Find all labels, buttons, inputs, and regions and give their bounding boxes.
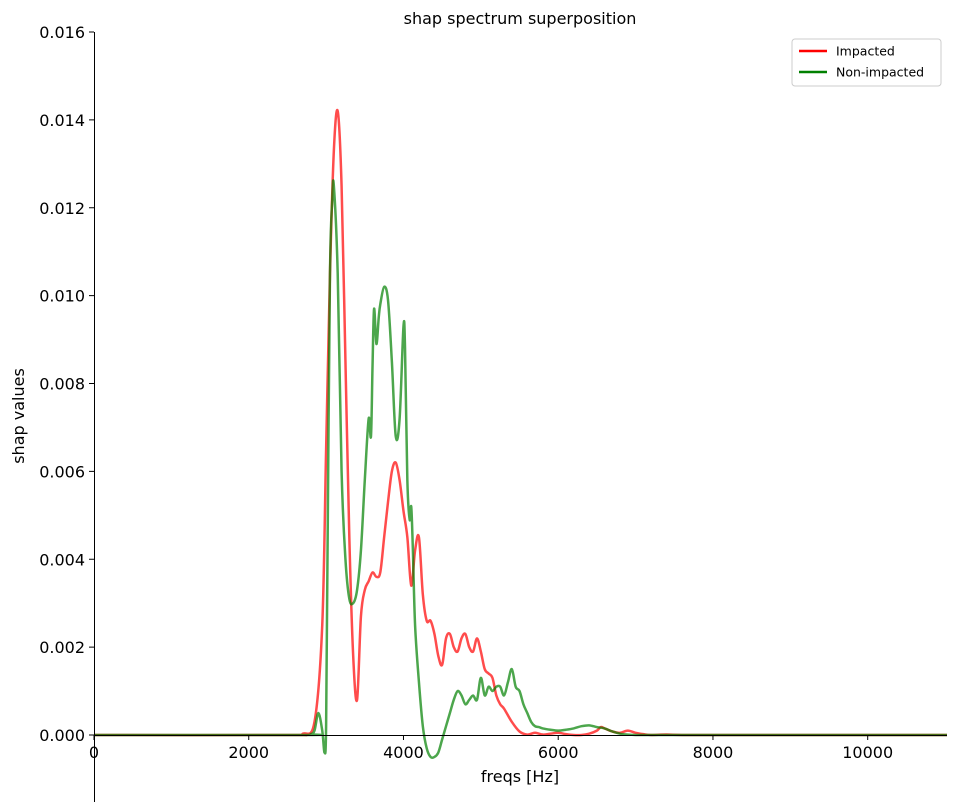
y-tick-label: 0.002: [39, 638, 85, 657]
y-tick-label: 0.006: [39, 462, 85, 481]
y-tick-label: 0.012: [39, 199, 85, 218]
series-layer: [94, 108, 947, 760]
x-tick-label: 10000: [842, 743, 893, 762]
legend-frame: [791, 38, 942, 87]
legend: Impacted Non-impacted: [791, 38, 942, 87]
legend-label: Impacted: [836, 44, 895, 59]
y-tick-label: 0.004: [39, 550, 85, 569]
y-tick-label: 0.008: [39, 375, 85, 394]
y-tick-label: 0.000: [39, 726, 85, 745]
y-tick-label: 0.010: [39, 287, 85, 306]
chart-title: shap spectrum superposition: [404, 9, 637, 28]
x-tick-label: 4000: [383, 743, 424, 762]
y-axis-ticks: 0.000 0.002 0.004 0.006 0.008 0.010 0.012 0.014…: [39, 23, 94, 745]
x-tick-label: 8000: [693, 743, 734, 762]
series-line-impacted: [94, 108, 947, 737]
x-tick-label: 2000: [228, 743, 269, 762]
x-tick-label: 6000: [538, 743, 579, 762]
x-axis-ticks: 0 2000 4000 6000 8000 10000: [89, 735, 893, 762]
x-axis-label: freqs [Hz]: [481, 767, 559, 786]
legend-label: Non-impacted: [836, 65, 924, 80]
y-axis-label: shap values: [9, 368, 28, 464]
series-line-non-impacted: [94, 179, 947, 760]
y-tick-label: 0.014: [39, 111, 85, 130]
x-tick-label: 0: [89, 743, 99, 762]
y-tick-label: 0.016: [39, 23, 85, 42]
